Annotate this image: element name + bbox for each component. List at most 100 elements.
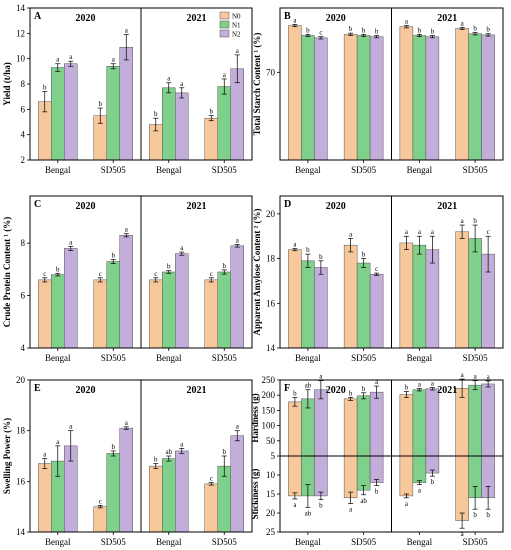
significance-letter: a <box>461 19 465 27</box>
significance-letter: a <box>349 230 353 238</box>
bar-N1 <box>51 67 65 161</box>
hardness-bar-N0 <box>399 394 414 457</box>
significance-letter: b <box>56 265 60 273</box>
significance-letter: c <box>319 29 322 37</box>
bar-N2 <box>369 273 384 349</box>
y-tick-label: 15 <box>266 489 276 499</box>
significance-letter: c <box>487 228 490 236</box>
significance-letter: b <box>405 384 409 392</box>
y-tick-label: 250 <box>262 375 276 385</box>
hardness-bar-N1 <box>468 384 482 457</box>
x-tick-label: SD505 <box>351 537 377 547</box>
y-axis-label-hardness: Hardness (g) <box>250 393 260 442</box>
significance-letter: b <box>418 26 422 34</box>
significance-letter: a <box>125 27 129 35</box>
y-tick-label: 6 <box>21 291 26 301</box>
significance-letter: a <box>125 419 129 427</box>
legend-swatch-N2 <box>219 29 230 38</box>
legend-label-N2: N2 <box>232 31 241 39</box>
x-tick-label: SD505 <box>101 537 127 547</box>
bar-N1 <box>106 261 120 349</box>
bar-N0 <box>455 28 469 161</box>
significance-letter: b <box>319 502 323 510</box>
significance-letter: a <box>112 56 116 64</box>
significance-letter: a <box>293 501 297 509</box>
x-tick-label: SD505 <box>212 165 238 175</box>
hardness-bar-N2 <box>369 391 384 457</box>
significance-letter: c <box>154 270 157 278</box>
significance-letter: a <box>431 228 435 236</box>
x-tick-label: SD505 <box>463 537 489 547</box>
x-tick-label: SD505 <box>212 353 238 363</box>
significance-letter: b <box>223 448 227 456</box>
bar-N2 <box>230 245 244 349</box>
significance-letter: ab <box>360 497 367 505</box>
bar-N1 <box>356 35 371 161</box>
significance-letter: b <box>293 390 297 398</box>
x-tick-label: Bengal <box>45 353 71 363</box>
hardness-bar-N0 <box>343 398 358 457</box>
significance-letter: a <box>418 381 422 389</box>
bar-N0 <box>38 463 52 533</box>
x-tick-label: Bengal <box>156 165 182 175</box>
significance-letter: b <box>375 488 379 496</box>
significance-letter: b <box>473 217 477 225</box>
significance-letter: b <box>486 511 490 519</box>
bar-N0 <box>399 242 414 349</box>
bar-N0 <box>343 34 358 161</box>
year-label: 2020 <box>76 201 96 212</box>
significance-letter: c <box>43 270 46 278</box>
year-label: 2020 <box>326 385 346 396</box>
legend-swatch-N0 <box>219 11 230 20</box>
hardness-bar-N0 <box>455 387 469 457</box>
hardness-bar-N2 <box>314 389 328 457</box>
y-tick-label: 25 <box>266 527 276 537</box>
bar-N2 <box>119 235 133 349</box>
significance-letter: a <box>293 241 297 249</box>
bar-N1 <box>106 66 120 161</box>
year-label: 2020 <box>76 13 96 24</box>
y-tick-label: 100 <box>262 421 276 431</box>
hardness-bar-N1 <box>356 395 371 457</box>
significance-letter: b <box>431 27 435 35</box>
significance-letter: b <box>349 389 353 397</box>
significance-letter: b <box>473 25 477 33</box>
bar-N2 <box>314 37 328 161</box>
significance-letter: b <box>167 263 171 271</box>
significance-letter: b <box>154 456 158 464</box>
x-tick-label: SD505 <box>101 353 127 363</box>
bar-N2 <box>481 34 495 161</box>
bar-N0 <box>455 231 469 349</box>
significance-letter: b <box>362 385 366 393</box>
significance-letter: a <box>418 228 422 236</box>
year-label: 2021 <box>437 201 457 212</box>
bar-N2 <box>369 36 384 161</box>
stickiness-bar-N0 <box>288 455 302 497</box>
y-tick-label: 50 <box>266 436 276 446</box>
stickiness-bar-N0 <box>343 455 358 499</box>
y-tick-label: 16 <box>266 298 276 308</box>
x-tick-label: Bengal <box>407 537 433 547</box>
x-tick-label: SD505 <box>351 165 377 175</box>
y-axis-label: Yield (t/ha) <box>2 62 12 105</box>
y-tick-label: 4 <box>21 130 26 140</box>
significance-letter: b <box>375 27 379 35</box>
significance-letter: a <box>180 440 184 448</box>
y-tick-label: 14 <box>266 343 276 353</box>
bar-N1 <box>412 244 427 349</box>
bar-N0 <box>149 465 163 533</box>
y-tick-label: 4 <box>21 343 26 353</box>
bar-N2 <box>175 450 189 533</box>
significance-letter: b <box>362 251 366 259</box>
y-tick-label: 150 <box>262 405 276 415</box>
bar-N2 <box>64 63 78 161</box>
significance-letter: a <box>474 373 478 381</box>
significance-letter: a <box>56 56 60 64</box>
significance-letter: a <box>180 244 184 252</box>
significance-letter: b <box>223 262 227 270</box>
bar-N1 <box>51 274 65 349</box>
significance-letter: b <box>210 108 214 116</box>
year-label: 2021 <box>187 13 207 24</box>
bar-N0 <box>38 279 52 349</box>
